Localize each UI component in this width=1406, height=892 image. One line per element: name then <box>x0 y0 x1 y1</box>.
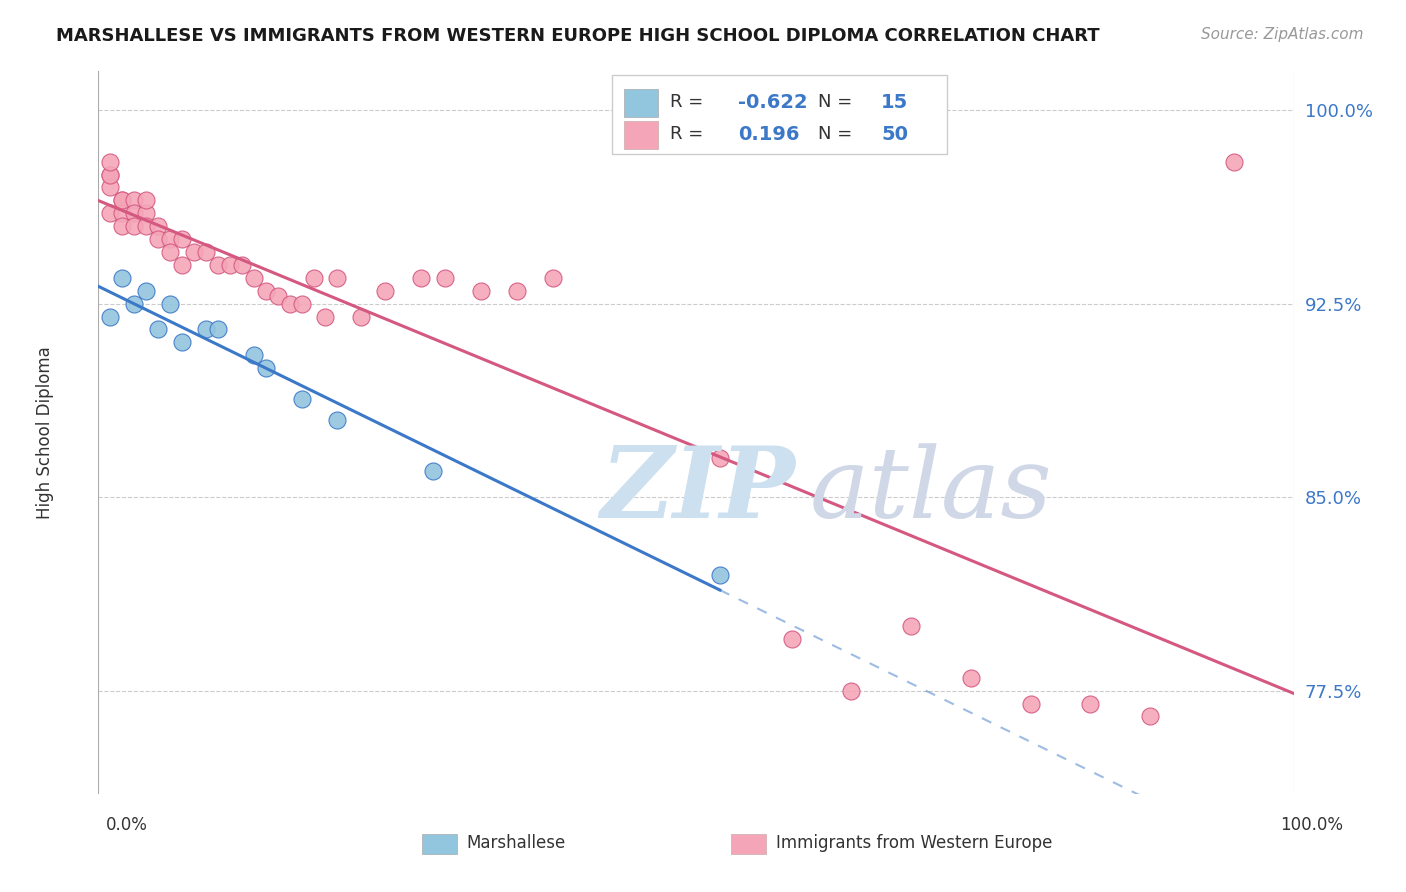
Point <box>148 322 170 336</box>
Point <box>243 270 266 285</box>
Point <box>135 206 157 220</box>
Text: High School Diploma: High School Diploma <box>35 346 53 519</box>
Point <box>243 348 266 362</box>
Point <box>135 219 157 234</box>
Point <box>254 284 277 298</box>
Point <box>148 219 170 234</box>
Text: ZIP: ZIP <box>600 442 796 539</box>
Point <box>302 270 325 285</box>
Point <box>124 296 146 310</box>
FancyBboxPatch shape <box>624 89 658 117</box>
Point <box>709 567 731 582</box>
Point <box>780 632 803 646</box>
Text: 0.0%: 0.0% <box>105 816 148 834</box>
FancyBboxPatch shape <box>624 121 658 149</box>
Point <box>98 206 122 220</box>
Point <box>841 683 863 698</box>
Point <box>111 219 134 234</box>
Text: R =: R = <box>669 94 703 112</box>
Point <box>159 232 181 246</box>
Point <box>159 296 181 310</box>
Text: N =: N = <box>818 125 852 144</box>
Point <box>291 392 314 406</box>
Text: MARSHALLESE VS IMMIGRANTS FROM WESTERN EUROPE HIGH SCHOOL DIPLOMA CORRELATION CH: MARSHALLESE VS IMMIGRANTS FROM WESTERN E… <box>56 27 1099 45</box>
Point <box>1019 697 1042 711</box>
Point <box>709 451 731 466</box>
Point <box>98 310 122 324</box>
Point <box>124 206 146 220</box>
Text: 100.0%: 100.0% <box>1279 816 1343 834</box>
Text: -0.622: -0.622 <box>738 93 807 112</box>
Point <box>111 206 134 220</box>
Point <box>159 245 181 260</box>
Point <box>172 335 194 350</box>
Point <box>411 270 433 285</box>
Point <box>1080 697 1102 711</box>
Point <box>135 194 157 208</box>
Point <box>350 310 373 324</box>
Point <box>172 232 194 246</box>
Text: Marshallese: Marshallese <box>467 834 567 852</box>
Point <box>172 258 194 272</box>
Point <box>1139 709 1161 723</box>
Point <box>111 270 134 285</box>
Point <box>124 194 146 208</box>
Point <box>470 284 492 298</box>
Point <box>1223 154 1246 169</box>
Point <box>374 284 396 298</box>
Text: Source: ZipAtlas.com: Source: ZipAtlas.com <box>1201 27 1364 42</box>
FancyBboxPatch shape <box>613 75 948 154</box>
Text: 50: 50 <box>882 125 908 144</box>
Point <box>267 289 290 303</box>
Point <box>111 194 134 208</box>
Point <box>135 284 157 298</box>
Point <box>541 270 564 285</box>
Point <box>326 270 349 285</box>
Point <box>219 258 242 272</box>
Point <box>960 671 983 685</box>
Point <box>124 219 146 234</box>
Point <box>207 258 229 272</box>
Point <box>326 413 349 427</box>
Text: 0.196: 0.196 <box>738 125 799 144</box>
Text: atlas: atlas <box>810 442 1052 538</box>
Point <box>254 361 277 376</box>
Point <box>506 284 529 298</box>
Point <box>278 296 301 310</box>
Text: R =: R = <box>669 125 703 144</box>
Point <box>98 180 122 194</box>
Text: 15: 15 <box>882 93 908 112</box>
Point <box>291 296 314 310</box>
Point <box>98 168 122 182</box>
Point <box>98 168 122 182</box>
Point <box>207 322 229 336</box>
Point <box>195 322 218 336</box>
Point <box>183 245 205 260</box>
Point <box>148 232 170 246</box>
Text: Immigrants from Western Europe: Immigrants from Western Europe <box>776 834 1053 852</box>
Point <box>422 464 444 478</box>
Point <box>434 270 457 285</box>
Point <box>900 619 922 633</box>
Point <box>111 194 134 208</box>
Point <box>98 154 122 169</box>
Point <box>315 310 337 324</box>
Point <box>231 258 253 272</box>
Text: N =: N = <box>818 94 852 112</box>
Point <box>195 245 218 260</box>
